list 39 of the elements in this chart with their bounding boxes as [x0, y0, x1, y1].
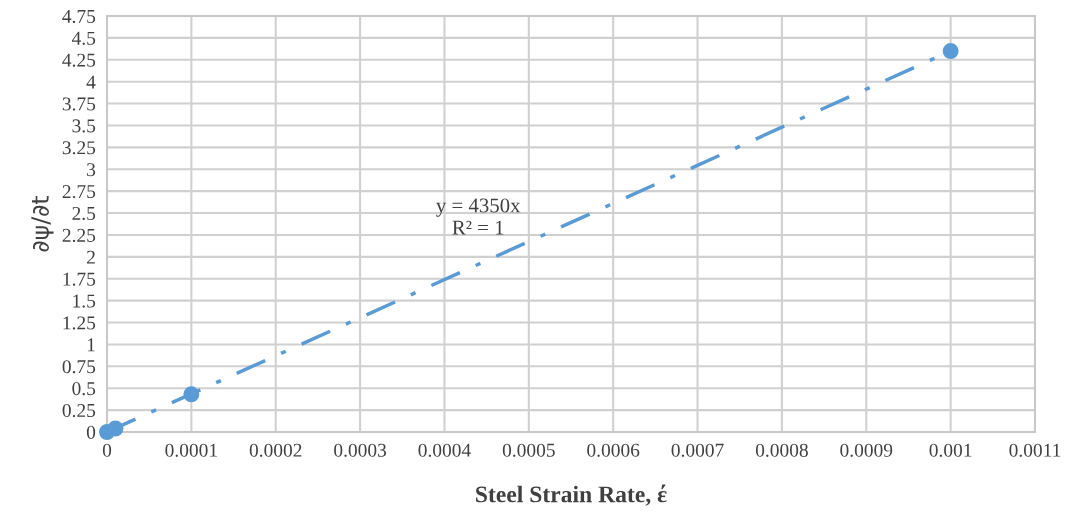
- y-tick-label: 1.75: [63, 272, 96, 286]
- x-tick-label: 0.0006: [587, 443, 640, 457]
- x-tick-label: 0.0007: [671, 443, 724, 457]
- x-tick-label: 0.0008: [755, 443, 808, 457]
- y-tick-label: 2.25: [62, 228, 96, 242]
- y-tick-label: 0: [86, 425, 96, 439]
- y-tick-label: 2.75: [62, 185, 96, 199]
- y-tick-label: 3.5: [72, 119, 96, 133]
- y-tick-label: 3.25: [62, 141, 96, 155]
- x-tick-label: 0.0011: [1009, 443, 1061, 457]
- x-tick-label: 0.0004: [418, 443, 471, 457]
- y-tick-label: 4.5: [71, 31, 96, 45]
- x-tick-label: 0.0003: [334, 443, 387, 457]
- x-tick-label: 0.0001: [165, 443, 217, 457]
- annotation: R² = 1: [452, 220, 504, 235]
- x-tick-label: 0: [102, 443, 112, 457]
- x-tick-label: 0.0005: [502, 443, 555, 457]
- x-tick-label: 0.0009: [840, 443, 893, 457]
- y-tick-label: 2.5: [72, 206, 96, 221]
- y-axis-title: ∂ψ/∂t: [31, 195, 54, 252]
- y-tick-label: 1.25: [63, 316, 96, 330]
- point: [107, 420, 124, 437]
- point: [942, 43, 959, 60]
- y-tick-label: 0.25: [62, 403, 96, 418]
- x-tick-label: 0.0002: [249, 443, 302, 457]
- y-tick-label: 4: [86, 75, 96, 89]
- y-tick-label: 4.75: [62, 9, 96, 24]
- y-tick-label: 3.75: [62, 97, 96, 111]
- annotation: y = 4350x: [436, 198, 521, 217]
- y-tick-label: 1.5: [73, 294, 96, 308]
- y-tick-label: 1: [87, 338, 95, 352]
- y-tick-label: 3: [87, 163, 96, 177]
- point: [183, 386, 200, 403]
- y-tick-label: 0.75: [62, 360, 96, 374]
- x-tick-label: 0.001: [929, 443, 972, 457]
- y-tick-label: 0.5: [72, 382, 96, 396]
- y-tick-label: 2: [87, 250, 95, 264]
- x-axis-title: Steel Strain Rate, έ: [476, 484, 667, 506]
- y-tick-label: 4.25: [62, 53, 96, 67]
